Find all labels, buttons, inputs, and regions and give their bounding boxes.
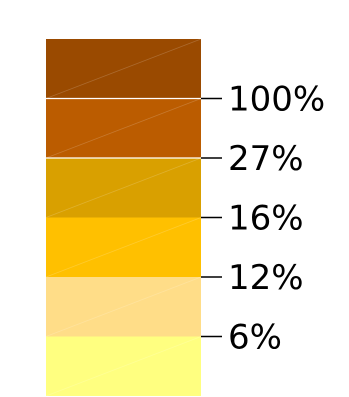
legend-swatch-5 — [46, 277, 201, 337]
legend-ticks: 100% 27% 16% 12% 6% — [201, 80, 325, 358]
legend-swatches — [45, 38, 202, 397]
legend-tick-label: 16% — [228, 199, 304, 239]
legend-swatch-3 — [46, 158, 201, 218]
legend-tick-label: 6% — [228, 318, 282, 358]
legend-swatch-artifact-line — [45, 336, 202, 397]
legend-swatch-6 — [46, 336, 201, 396]
legend-swatch-artifact-line — [45, 157, 202, 218]
legend-swatch-artifact-line — [45, 276, 202, 337]
legend-swatch-1 — [46, 39, 201, 99]
legend-swatch-artifact-line — [45, 98, 202, 159]
legend-swatch-artifact-line — [45, 38, 202, 99]
legend-tick-label: 27% — [228, 139, 304, 179]
legend-tick-label: 100% — [228, 80, 325, 120]
legend-swatch-2 — [46, 98, 201, 158]
legend-tick-label: 12% — [228, 258, 304, 298]
legend-swatch-artifact-line — [45, 217, 202, 278]
legend-swatch-4 — [46, 217, 201, 277]
